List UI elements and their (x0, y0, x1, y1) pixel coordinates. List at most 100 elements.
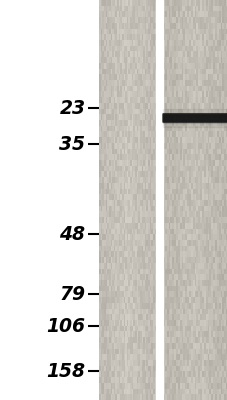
Bar (170, 120, 172, 126)
Bar (133, 234, 134, 240)
Bar (203, 154, 205, 160)
Bar (125, 74, 126, 80)
Bar (143, 372, 144, 377)
Bar (172, 0, 173, 6)
Bar (99, 377, 100, 383)
Bar (110, 297, 112, 303)
Bar (197, 234, 199, 240)
Bar (225, 314, 227, 320)
Bar (113, 326, 115, 332)
Bar (99, 286, 100, 292)
Bar (192, 372, 194, 377)
Bar (181, 28, 183, 34)
Bar (107, 383, 109, 388)
Bar (134, 57, 136, 63)
Bar (141, 348, 143, 354)
Bar (117, 234, 118, 240)
Bar (181, 52, 183, 57)
Bar (154, 297, 155, 303)
Bar (212, 166, 214, 172)
Bar (141, 0, 143, 6)
Bar (181, 154, 183, 160)
Bar (179, 97, 181, 103)
Bar (212, 63, 214, 68)
Bar (188, 360, 190, 366)
Bar (172, 308, 173, 314)
Bar (143, 114, 144, 120)
Bar (205, 377, 207, 383)
Bar (113, 297, 115, 303)
Bar (199, 92, 201, 97)
Bar (210, 68, 212, 74)
Bar (105, 40, 107, 46)
Bar (209, 120, 210, 126)
Bar (172, 212, 173, 217)
Bar (177, 97, 179, 103)
Bar (197, 240, 199, 246)
Bar (225, 188, 227, 194)
Bar (121, 394, 123, 400)
Bar (113, 126, 115, 132)
Bar (117, 274, 118, 280)
Bar (138, 394, 139, 400)
Bar (110, 348, 112, 354)
Bar (113, 217, 115, 223)
Bar (99, 154, 100, 160)
Bar (115, 183, 117, 188)
Bar (190, 217, 192, 223)
Bar (205, 46, 207, 52)
Bar (185, 28, 186, 34)
Bar (154, 377, 155, 383)
Bar (199, 292, 201, 297)
Bar (149, 257, 151, 263)
Bar (123, 103, 125, 108)
Bar (144, 388, 146, 394)
Bar (146, 177, 147, 183)
Bar (131, 292, 133, 297)
Bar (109, 240, 110, 246)
Bar (120, 343, 121, 348)
Bar (134, 326, 136, 332)
Bar (126, 183, 128, 188)
Bar (117, 126, 118, 132)
Bar (209, 17, 210, 23)
Bar (170, 126, 172, 132)
Bar (102, 34, 104, 40)
Bar (152, 68, 154, 74)
Bar (125, 268, 126, 274)
Bar (170, 57, 172, 63)
Bar (100, 263, 102, 268)
Bar (146, 126, 147, 132)
Bar (99, 137, 100, 143)
Bar (141, 74, 143, 80)
Bar (113, 394, 115, 400)
Bar (179, 332, 181, 337)
Bar (164, 332, 166, 337)
Bar (102, 337, 104, 343)
Bar (185, 343, 186, 348)
Bar (172, 332, 173, 337)
Bar (203, 132, 205, 137)
Bar (170, 286, 172, 292)
Bar (194, 166, 196, 172)
Bar (197, 337, 199, 343)
Bar (194, 183, 196, 188)
Bar (185, 377, 186, 383)
Bar (186, 143, 188, 148)
Bar (166, 200, 168, 206)
Bar (210, 183, 212, 188)
Bar (134, 103, 136, 108)
Bar (154, 257, 155, 263)
Bar (170, 34, 172, 40)
Bar (207, 383, 209, 388)
Bar (109, 57, 110, 63)
Bar (126, 166, 128, 172)
Bar (104, 68, 105, 74)
Bar (147, 97, 149, 103)
Bar (192, 326, 194, 332)
Bar (131, 34, 133, 40)
Bar (123, 12, 125, 17)
Bar (144, 212, 146, 217)
Bar (112, 366, 113, 372)
Bar (170, 372, 172, 377)
